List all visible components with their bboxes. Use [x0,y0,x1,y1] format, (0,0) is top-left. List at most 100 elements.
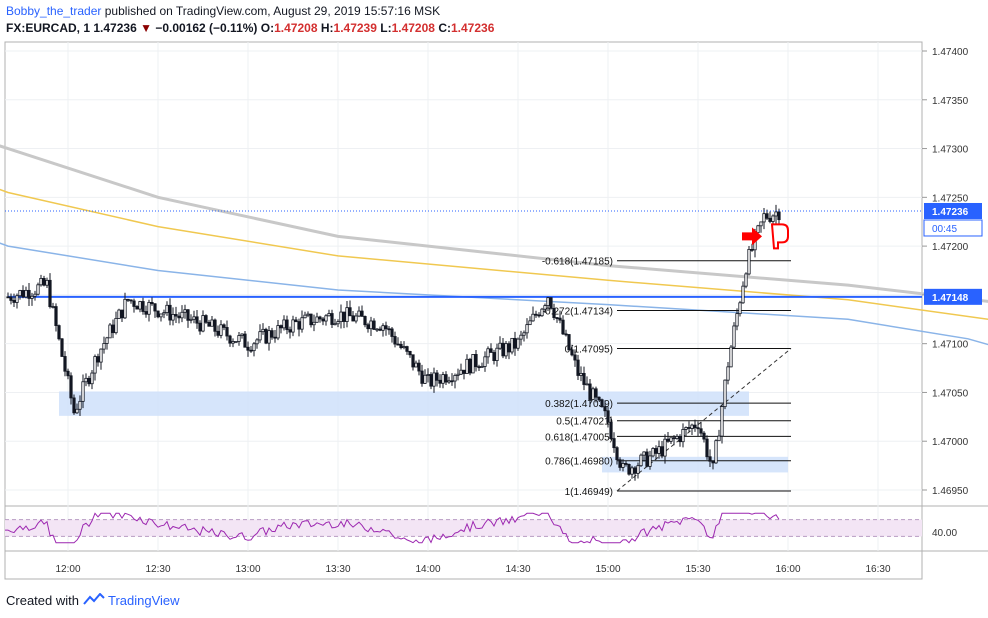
candle-body [81,381,85,402]
candle-body [591,388,595,400]
candle-body [579,372,583,376]
candle-body [264,328,268,344]
thumbs-down-icon [770,223,789,250]
candle-body [492,352,496,361]
candle-body [696,427,700,430]
candle-body [324,315,328,322]
candle-body [564,333,568,336]
candle-body [618,459,622,468]
x-tick-label: 14:30 [505,564,530,575]
x-tick-label: 12:30 [145,564,170,575]
time-axis[interactable]: 12:00 12:30 13:00 13:30 14:00 14:30 15:00 15:30… [55,564,890,575]
candle-body [108,324,112,339]
candle-body [363,316,367,326]
fibonacci-levels[interactable]: -0.618(1.47185) -0.272(1.47134) 0(1.47095)… [542,257,792,498]
candle-body [69,375,73,399]
last-price: 1.47236 [93,21,137,35]
candle-body [57,325,61,340]
close-value: 1.47236 [450,21,495,35]
low-label: L: [380,21,392,35]
open-value: 1.47208 [274,21,318,35]
candle-body [330,313,334,325]
candle-body [210,319,214,327]
candle-body [687,427,691,429]
candle-body [195,316,199,324]
candle-body [708,456,712,462]
candle-body [282,319,286,329]
candle-body [768,217,772,222]
tradingview-brand[interactable]: TradingView [82,592,180,608]
y-tick-label: 1.47300 [932,145,969,156]
candle-body [762,213,766,223]
fib-level-label: 1(1.46949) [565,487,613,498]
candle-body [417,362,421,372]
candle-body [510,337,514,353]
candle-body [399,343,403,349]
candle-body [273,336,277,339]
candle-body [369,320,373,330]
candle-body [645,451,649,467]
candle-body [186,309,190,321]
candle-body [513,337,517,349]
fib-trend-line[interactable] [616,348,792,492]
candle-body [249,349,253,352]
candle-body [456,373,460,376]
candle-body [759,221,763,227]
ma-gray-line [0,144,988,303]
candle-body [405,346,409,352]
candle-body [423,374,427,384]
candle-body [294,319,298,322]
candle-body [723,379,727,408]
publish-info: published on TradingView.com, August 29,… [104,4,441,18]
candle-body [699,428,703,434]
candle-body [63,356,67,372]
candle-body [27,289,31,299]
candle-body [459,369,463,375]
candle-body [60,338,64,357]
open-label: O: [260,21,275,35]
candle-body [321,318,325,322]
candle-body [147,302,151,315]
rsi-line [5,512,780,544]
candle-body [540,308,544,317]
candle-body [453,375,457,382]
candle-body [771,215,775,222]
candle-body [153,303,157,312]
candle-body [339,311,343,323]
candle-body [435,372,439,381]
candle-body [366,324,370,330]
candle-body [582,372,586,385]
fib-level-label: 0.382(1.47039) [545,399,613,410]
red-arrow-icon [742,227,762,246]
y-tick-label: 1.47200 [932,242,969,253]
author-link[interactable]: Bobby_the_trader [6,4,102,18]
candle-body [636,465,640,474]
candle-body [255,339,259,345]
price-axis[interactable]: 1.47400 1.47350 1.47300 1.47250 1.47200 1.471… [5,47,983,497]
candle-body [351,315,355,322]
candle-body [408,350,412,356]
moving-averages [0,144,988,346]
candle-body [537,314,541,317]
candle-body [318,316,322,320]
candle-body [309,313,313,326]
candle-body [96,356,100,363]
candle-body [738,302,742,315]
candle-body [657,446,661,454]
candle-body [426,374,430,376]
candle-body [201,315,205,332]
candle-body [357,310,361,317]
candle-body [387,328,391,331]
candle-body [573,354,577,361]
candle-body [141,301,145,312]
candle-body [744,273,748,287]
candle-body [633,467,637,474]
candle-body [558,317,562,321]
publish-header: Bobby_the_trader published on TradingVie… [6,4,440,18]
ma-blue-line [0,242,988,346]
candle-body [654,448,658,454]
candle-body [261,328,265,333]
candle-body [315,316,319,323]
candle-body [225,327,229,337]
